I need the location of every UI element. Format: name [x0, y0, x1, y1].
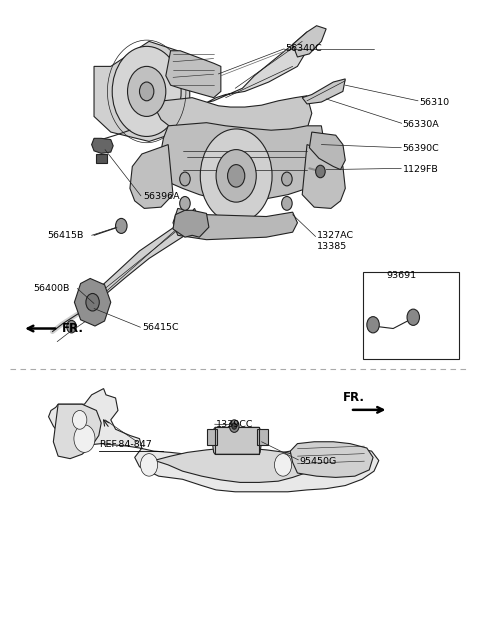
Polygon shape — [173, 208, 298, 240]
Polygon shape — [207, 429, 217, 445]
Text: 95450G: 95450G — [300, 456, 337, 466]
Circle shape — [229, 420, 239, 433]
Circle shape — [116, 218, 127, 233]
Polygon shape — [212, 428, 262, 455]
Text: 56390C: 56390C — [403, 144, 440, 154]
Text: 56340C: 56340C — [286, 45, 322, 53]
Circle shape — [86, 293, 99, 311]
Text: 56400B: 56400B — [33, 284, 70, 293]
Text: 13385: 13385 — [317, 242, 347, 251]
Circle shape — [275, 454, 292, 476]
Text: 1327AC: 1327AC — [317, 231, 354, 240]
Circle shape — [407, 309, 420, 325]
Polygon shape — [161, 123, 326, 201]
Polygon shape — [84, 208, 202, 310]
Polygon shape — [92, 139, 113, 154]
Circle shape — [367, 317, 379, 333]
Circle shape — [180, 172, 190, 186]
Circle shape — [128, 66, 166, 117]
Circle shape — [316, 166, 325, 177]
Text: 56415B: 56415B — [48, 231, 84, 240]
Polygon shape — [206, 32, 314, 103]
Polygon shape — [147, 448, 312, 482]
Text: FR.: FR. — [343, 391, 365, 404]
Polygon shape — [293, 26, 326, 57]
Circle shape — [112, 46, 181, 137]
Polygon shape — [310, 132, 345, 170]
Text: 56330A: 56330A — [403, 120, 440, 129]
Text: 93691: 93691 — [386, 271, 416, 280]
Circle shape — [228, 165, 245, 187]
Text: 1339CC: 1339CC — [216, 419, 253, 429]
Polygon shape — [156, 96, 312, 145]
Text: 56310: 56310 — [420, 98, 450, 107]
Text: 1129FB: 1129FB — [403, 165, 438, 174]
Circle shape — [74, 425, 95, 453]
Text: FR.: FR. — [62, 322, 84, 335]
Bar — [363, 272, 459, 359]
Text: 56396A: 56396A — [144, 192, 180, 201]
Circle shape — [232, 423, 237, 429]
Polygon shape — [130, 145, 173, 208]
Polygon shape — [94, 41, 190, 142]
Polygon shape — [290, 442, 373, 477]
Polygon shape — [48, 389, 379, 492]
Circle shape — [180, 196, 190, 210]
Polygon shape — [53, 404, 101, 458]
Circle shape — [72, 411, 87, 429]
Circle shape — [282, 196, 292, 210]
Circle shape — [282, 172, 292, 186]
Circle shape — [141, 454, 157, 476]
Polygon shape — [257, 429, 268, 445]
Polygon shape — [96, 154, 107, 164]
Polygon shape — [166, 51, 221, 98]
Polygon shape — [302, 145, 345, 208]
Circle shape — [216, 150, 256, 202]
Polygon shape — [74, 278, 111, 326]
Circle shape — [67, 320, 76, 333]
Polygon shape — [302, 79, 345, 104]
Text: 56415C: 56415C — [142, 323, 179, 332]
Polygon shape — [173, 210, 209, 237]
Circle shape — [200, 129, 272, 223]
Text: REF.84-847: REF.84-847 — [99, 440, 152, 450]
Circle shape — [140, 82, 154, 101]
